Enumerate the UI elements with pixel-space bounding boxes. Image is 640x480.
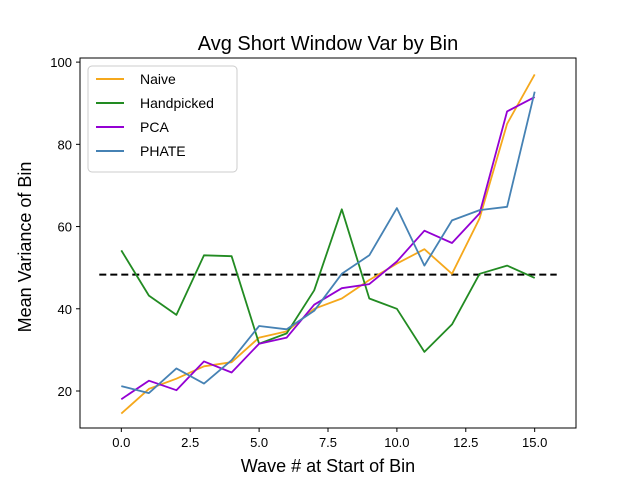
- x-tick-label: 7.5: [319, 435, 337, 450]
- y-axis-label: Mean Variance of Bin: [15, 162, 35, 333]
- legend: Naive Handpicked PCA PHATE: [87, 65, 238, 173]
- legend-label: PCA: [140, 119, 169, 135]
- x-tick-label: 2.5: [181, 435, 199, 450]
- series-line-phate: [121, 91, 536, 395]
- y-tick-label: 80: [58, 137, 72, 152]
- x-tick-label: 12.5: [453, 435, 478, 450]
- chart-title: Avg Short Window Var by Bin: [198, 33, 459, 55]
- x-tick-label: 0.0: [112, 435, 130, 450]
- x-tick-label: 5.0: [250, 435, 268, 450]
- y-tick-label: 40: [58, 302, 72, 317]
- x-tick-label: 10.0: [384, 435, 409, 450]
- y-tick-label: 60: [58, 220, 72, 235]
- legend-label: Naive: [140, 71, 176, 87]
- x-axis-ticks: 0.0 2.5 5.0 7.5 10.0 12.5 15.0: [112, 428, 547, 450]
- x-tick-label: 15.0: [522, 435, 547, 450]
- y-tick-label: 100: [50, 55, 72, 70]
- series-line-naive: [120, 73, 536, 415]
- series-line-handpicked: [120, 208, 536, 353]
- x-axis-label: Wave # at Start of Bin: [241, 456, 415, 476]
- legend-box: [87, 65, 238, 173]
- y-axis-ticks: 20 40 60 80 100: [50, 55, 80, 399]
- legend-label: PHATE: [140, 143, 186, 159]
- legend-label: Handpicked: [140, 95, 214, 111]
- series-layer: [120, 73, 536, 415]
- y-tick-label: 20: [58, 384, 72, 399]
